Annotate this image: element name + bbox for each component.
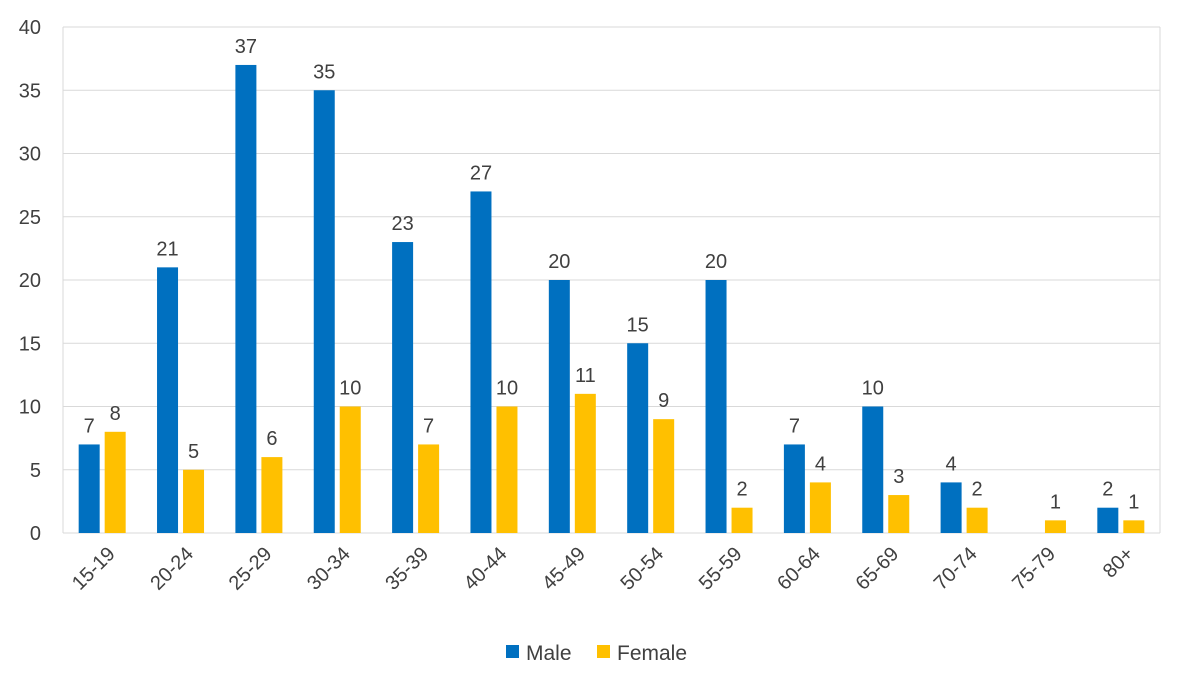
bars xyxy=(78,64,1145,534)
bar-female-20-24 xyxy=(183,469,205,533)
bar-male-40-44 xyxy=(470,191,492,533)
legend: Male Female xyxy=(506,642,687,665)
data-label-male: 37 xyxy=(235,36,257,58)
y-tick-label: 35 xyxy=(19,80,41,102)
bar-male-80+ xyxy=(1097,507,1119,533)
bar-female-75-79 xyxy=(1044,520,1066,533)
y-tick-label: 15 xyxy=(19,333,41,355)
data-label-female: 6 xyxy=(266,428,277,450)
data-label-female: 4 xyxy=(815,453,826,475)
data-label-female: 8 xyxy=(110,403,121,425)
data-label-female: 2 xyxy=(736,479,747,501)
legend-swatch-male xyxy=(506,645,519,658)
legend-label-male: Male xyxy=(526,642,572,665)
y-tick-label: 30 xyxy=(19,144,41,166)
bar-female-40-44 xyxy=(496,406,518,533)
y-tick-label: 20 xyxy=(19,270,41,292)
data-label-male: 21 xyxy=(156,238,178,260)
x-tick-label: 25-29 xyxy=(225,543,277,595)
data-label-female: 9 xyxy=(658,390,669,412)
y-tick-label: 0 xyxy=(30,523,41,545)
bar-female-70-74 xyxy=(966,507,988,533)
bar-male-55-59 xyxy=(705,280,727,533)
data-label-female: 7 xyxy=(423,415,434,437)
bar-male-65-69 xyxy=(862,406,884,533)
y-axis-ticks: 0 5 10 15 20 25 30 35 40 xyxy=(19,17,41,545)
data-label-male: 4 xyxy=(946,453,957,475)
x-tick-label: 45-49 xyxy=(538,543,590,595)
bar-male-35-39 xyxy=(392,242,414,534)
data-label-male: 2 xyxy=(1102,479,1113,501)
bar-male-50-54 xyxy=(627,343,649,533)
bar-female-30-34 xyxy=(339,406,361,533)
bar-female-50-54 xyxy=(653,419,675,533)
bar-female-55-59 xyxy=(731,507,753,533)
bar-male-25-29 xyxy=(235,64,257,533)
x-tick-label: 30-34 xyxy=(303,543,355,595)
data-label-male: 10 xyxy=(862,378,884,400)
data-label-male: 7 xyxy=(84,415,95,437)
x-tick-label: 70-74 xyxy=(930,543,982,595)
bar-female-15-19 xyxy=(104,431,126,533)
data-label-male: 20 xyxy=(705,251,727,273)
data-label-female: 1 xyxy=(1050,491,1061,513)
x-tick-label: 20-24 xyxy=(146,543,198,595)
y-tick-label: 10 xyxy=(19,397,41,419)
x-tick-label: 35-39 xyxy=(381,543,433,595)
x-tick-label: 50-54 xyxy=(616,543,668,595)
data-label-female: 3 xyxy=(893,466,904,488)
y-tick-label: 40 xyxy=(19,17,41,39)
data-label-female: 10 xyxy=(496,378,518,400)
x-tick-label: 80+ xyxy=(1099,543,1139,583)
x-tick-label: 40-44 xyxy=(460,543,512,595)
gridlines xyxy=(62,26,1161,534)
data-label-female: 5 xyxy=(188,441,199,463)
legend-swatch-female xyxy=(597,645,610,658)
data-label-male: 15 xyxy=(627,314,649,336)
bar-male-15-19 xyxy=(78,444,100,533)
bar-female-45-49 xyxy=(574,393,596,533)
data-label-female: 2 xyxy=(972,479,983,501)
x-tick-label: 15-19 xyxy=(68,543,120,595)
data-label-male: 20 xyxy=(548,251,570,273)
bar-female-35-39 xyxy=(418,444,440,533)
data-label-male: 23 xyxy=(391,213,413,235)
legend-label-female: Female xyxy=(617,642,687,665)
bar-female-60-64 xyxy=(809,482,831,533)
data-label-female: 1 xyxy=(1128,491,1139,513)
data-label-male: 27 xyxy=(470,162,492,184)
bar-male-45-49 xyxy=(548,280,570,533)
x-tick-label: 75-79 xyxy=(1008,543,1060,595)
bar-male-20-24 xyxy=(157,267,179,533)
x-tick-label: 55-59 xyxy=(695,543,747,595)
y-tick-label: 25 xyxy=(19,207,41,229)
data-label-male: 7 xyxy=(789,415,800,437)
data-label-female: 10 xyxy=(339,378,361,400)
bar-male-70-74 xyxy=(940,482,962,533)
bar-male-60-64 xyxy=(783,444,805,533)
x-tick-label: 65-69 xyxy=(852,543,904,595)
y-tick-label: 5 xyxy=(30,460,41,482)
bar-female-80+ xyxy=(1123,520,1145,533)
bar-female-65-69 xyxy=(888,495,910,533)
data-label-male: 35 xyxy=(313,61,335,83)
x-axis-labels: 15-19 20-24 25-29 30-34 35-39 40-44 45-49 50-54… xyxy=(68,543,1138,595)
data-label-female: 11 xyxy=(575,365,596,387)
x-tick-label: 60-64 xyxy=(773,543,825,595)
bar-female-25-29 xyxy=(261,457,283,533)
bar-male-30-34 xyxy=(313,90,335,533)
